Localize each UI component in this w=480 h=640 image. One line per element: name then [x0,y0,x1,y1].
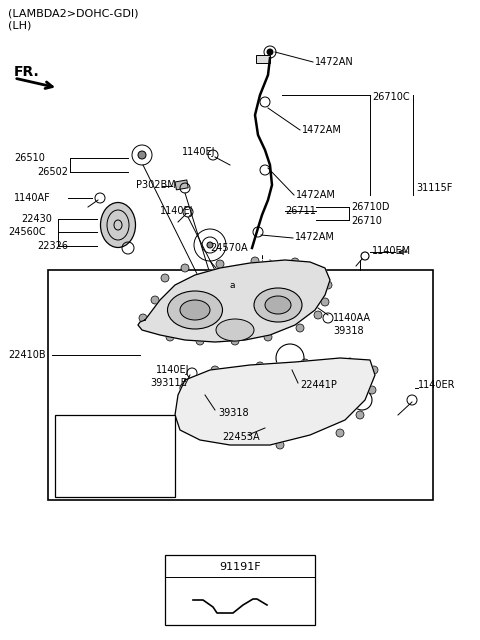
Circle shape [370,366,378,374]
Ellipse shape [180,300,210,320]
Circle shape [368,386,376,394]
Circle shape [161,274,169,282]
Ellipse shape [100,202,135,248]
Circle shape [166,333,174,341]
Bar [55,415,175,497]
Bar [256,55,270,63]
Text: 39318: 39318 [333,326,364,336]
Text: P302BM: P302BM [136,180,176,190]
Circle shape [146,324,154,332]
Text: 39311E: 39311E [150,378,187,388]
Text: 1472AM: 1472AM [302,125,342,135]
Text: 1140EM: 1140EM [372,246,411,256]
Circle shape [314,311,322,319]
Ellipse shape [168,291,223,329]
Text: 22410B: 22410B [8,350,46,360]
Text: 26502: 26502 [37,167,68,177]
Circle shape [196,337,204,345]
Text: 39318: 39318 [218,408,249,418]
Circle shape [138,151,146,159]
Text: 26710D: 26710D [351,202,389,212]
Bar [48,270,433,500]
Text: 22430: 22430 [21,214,52,224]
Text: 91991: 91991 [67,465,97,475]
Circle shape [181,264,189,272]
Text: (LH): (LH) [8,21,31,31]
Text: a: a [64,420,70,429]
Ellipse shape [216,319,254,341]
Circle shape [191,379,199,387]
Text: 31115F: 31115F [416,183,452,193]
Circle shape [336,429,344,437]
Text: (LAMBDA2>DOHC-GDI): (LAMBDA2>DOHC-GDI) [8,9,139,19]
Circle shape [276,441,284,449]
Circle shape [356,411,364,419]
Text: a: a [229,280,235,289]
Circle shape [251,257,259,265]
Polygon shape [175,358,375,445]
Text: 26710: 26710 [351,216,382,226]
Circle shape [231,337,239,345]
Text: 1140EJ: 1140EJ [182,147,216,157]
Circle shape [324,281,332,289]
Circle shape [291,258,299,266]
Circle shape [207,242,213,248]
Text: 26510: 26510 [14,153,45,163]
Circle shape [296,324,304,332]
Ellipse shape [254,288,302,322]
Circle shape [314,268,322,276]
Text: 1140EJ: 1140EJ [60,445,94,455]
Text: 22441P: 22441P [300,380,337,390]
Text: 24560C: 24560C [8,227,46,237]
Text: 1140ER: 1140ER [418,380,456,390]
Circle shape [139,314,147,322]
Text: 1140AF: 1140AF [14,193,51,203]
Bar [175,180,188,190]
Circle shape [216,260,224,268]
Circle shape [301,359,309,367]
Circle shape [211,366,219,374]
Text: 26711: 26711 [285,206,316,216]
Text: 22453A: 22453A [222,432,260,442]
Text: 1140AA: 1140AA [333,313,371,323]
Circle shape [264,333,272,341]
Circle shape [256,362,264,370]
Text: FR.: FR. [14,65,40,79]
Text: 91191F: 91191F [219,562,261,572]
Text: 24570A: 24570A [210,243,248,253]
Text: 1472AM: 1472AM [296,190,336,200]
Text: 1472AM: 1472AM [295,232,335,242]
Circle shape [151,296,159,304]
Text: 1140EJ: 1140EJ [160,206,193,216]
Text: 1472AN: 1472AN [315,57,354,67]
Circle shape [321,298,329,306]
Circle shape [346,358,354,366]
Text: 26710C: 26710C [372,92,409,102]
Polygon shape [138,260,330,342]
Text: 1140EJ: 1140EJ [156,365,190,375]
Text: 22326: 22326 [37,241,68,251]
Bar [165,555,315,625]
Circle shape [267,49,273,55]
Ellipse shape [265,296,291,314]
